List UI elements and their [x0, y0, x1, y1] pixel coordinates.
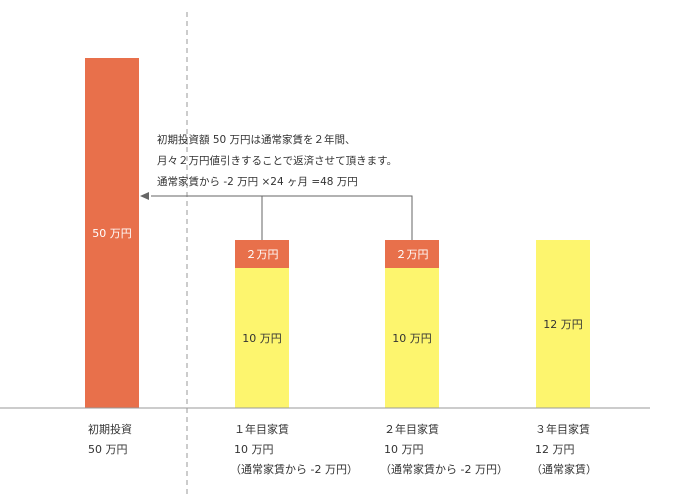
- bars-layer: 10 万円 10 万円 12 万円 ２万円 ２万円 50 万円: [85, 58, 590, 408]
- bar-label-rent-4: 12 万円: [543, 318, 583, 331]
- category-label-line: ２年目家賃: [384, 423, 439, 436]
- bar-discount-2: [235, 240, 289, 268]
- bar-rent-2: [235, 268, 289, 408]
- annotation-line-1: 初期投資額 50 万円は通常家賃を２年間、: [157, 134, 356, 146]
- bar-label-investment-1: 50 万円: [92, 227, 132, 240]
- annotation-line-3: 通常家賃から -2 万円 ×24 ヶ月 =48 万円: [157, 176, 358, 188]
- category-label-line: （通常家賃から -2 万円）: [380, 463, 508, 476]
- bar-discount-3: [385, 240, 439, 268]
- category-label-line: 50 万円: [88, 443, 128, 456]
- category-label-4: ３年目家賃 12 万円 （通常家賃）: [531, 420, 597, 480]
- category-label-2: １年目家賃 10 万円 （通常家賃から -2 万円）: [230, 420, 358, 480]
- annotation-note: 初期投資額 50 万円は通常家賃を２年間、 月々２万円値引きすることで返済させて…: [157, 130, 397, 193]
- bar-rent-3: [385, 268, 439, 408]
- annotation-line-2: 月々２万円値引きすることで返済させて頂きます。: [157, 155, 398, 167]
- category-label-line: 10 万円: [384, 443, 424, 456]
- category-label-line: 10 万円: [234, 443, 274, 456]
- bar-label-discount-3: ２万円: [396, 248, 429, 261]
- return-arrow-line: [151, 195, 413, 240]
- return-arrow-head: [140, 192, 149, 200]
- category-label-line: 12 万円: [535, 443, 575, 456]
- category-label-3: ２年目家賃 10 万円 （通常家賃から -2 万円）: [380, 420, 508, 480]
- bar-investment-1: [85, 58, 139, 408]
- category-label-line: １年目家賃: [234, 423, 289, 436]
- bar-label-rent-3: 10 万円: [392, 332, 432, 345]
- category-label-line: （通常家賃）: [531, 463, 597, 476]
- category-label-line: ３年目家賃: [535, 423, 590, 436]
- bar-label-rent-2: 10 万円: [242, 332, 282, 345]
- category-label-line: （通常家賃から -2 万円）: [230, 463, 358, 476]
- category-label-1: 初期投資 50 万円: [88, 420, 132, 460]
- guides-layer: [0, 12, 650, 494]
- category-label-line: 初期投資: [88, 423, 132, 436]
- bar-rent-4: [536, 240, 590, 408]
- bar-label-discount-2: ２万円: [246, 248, 279, 261]
